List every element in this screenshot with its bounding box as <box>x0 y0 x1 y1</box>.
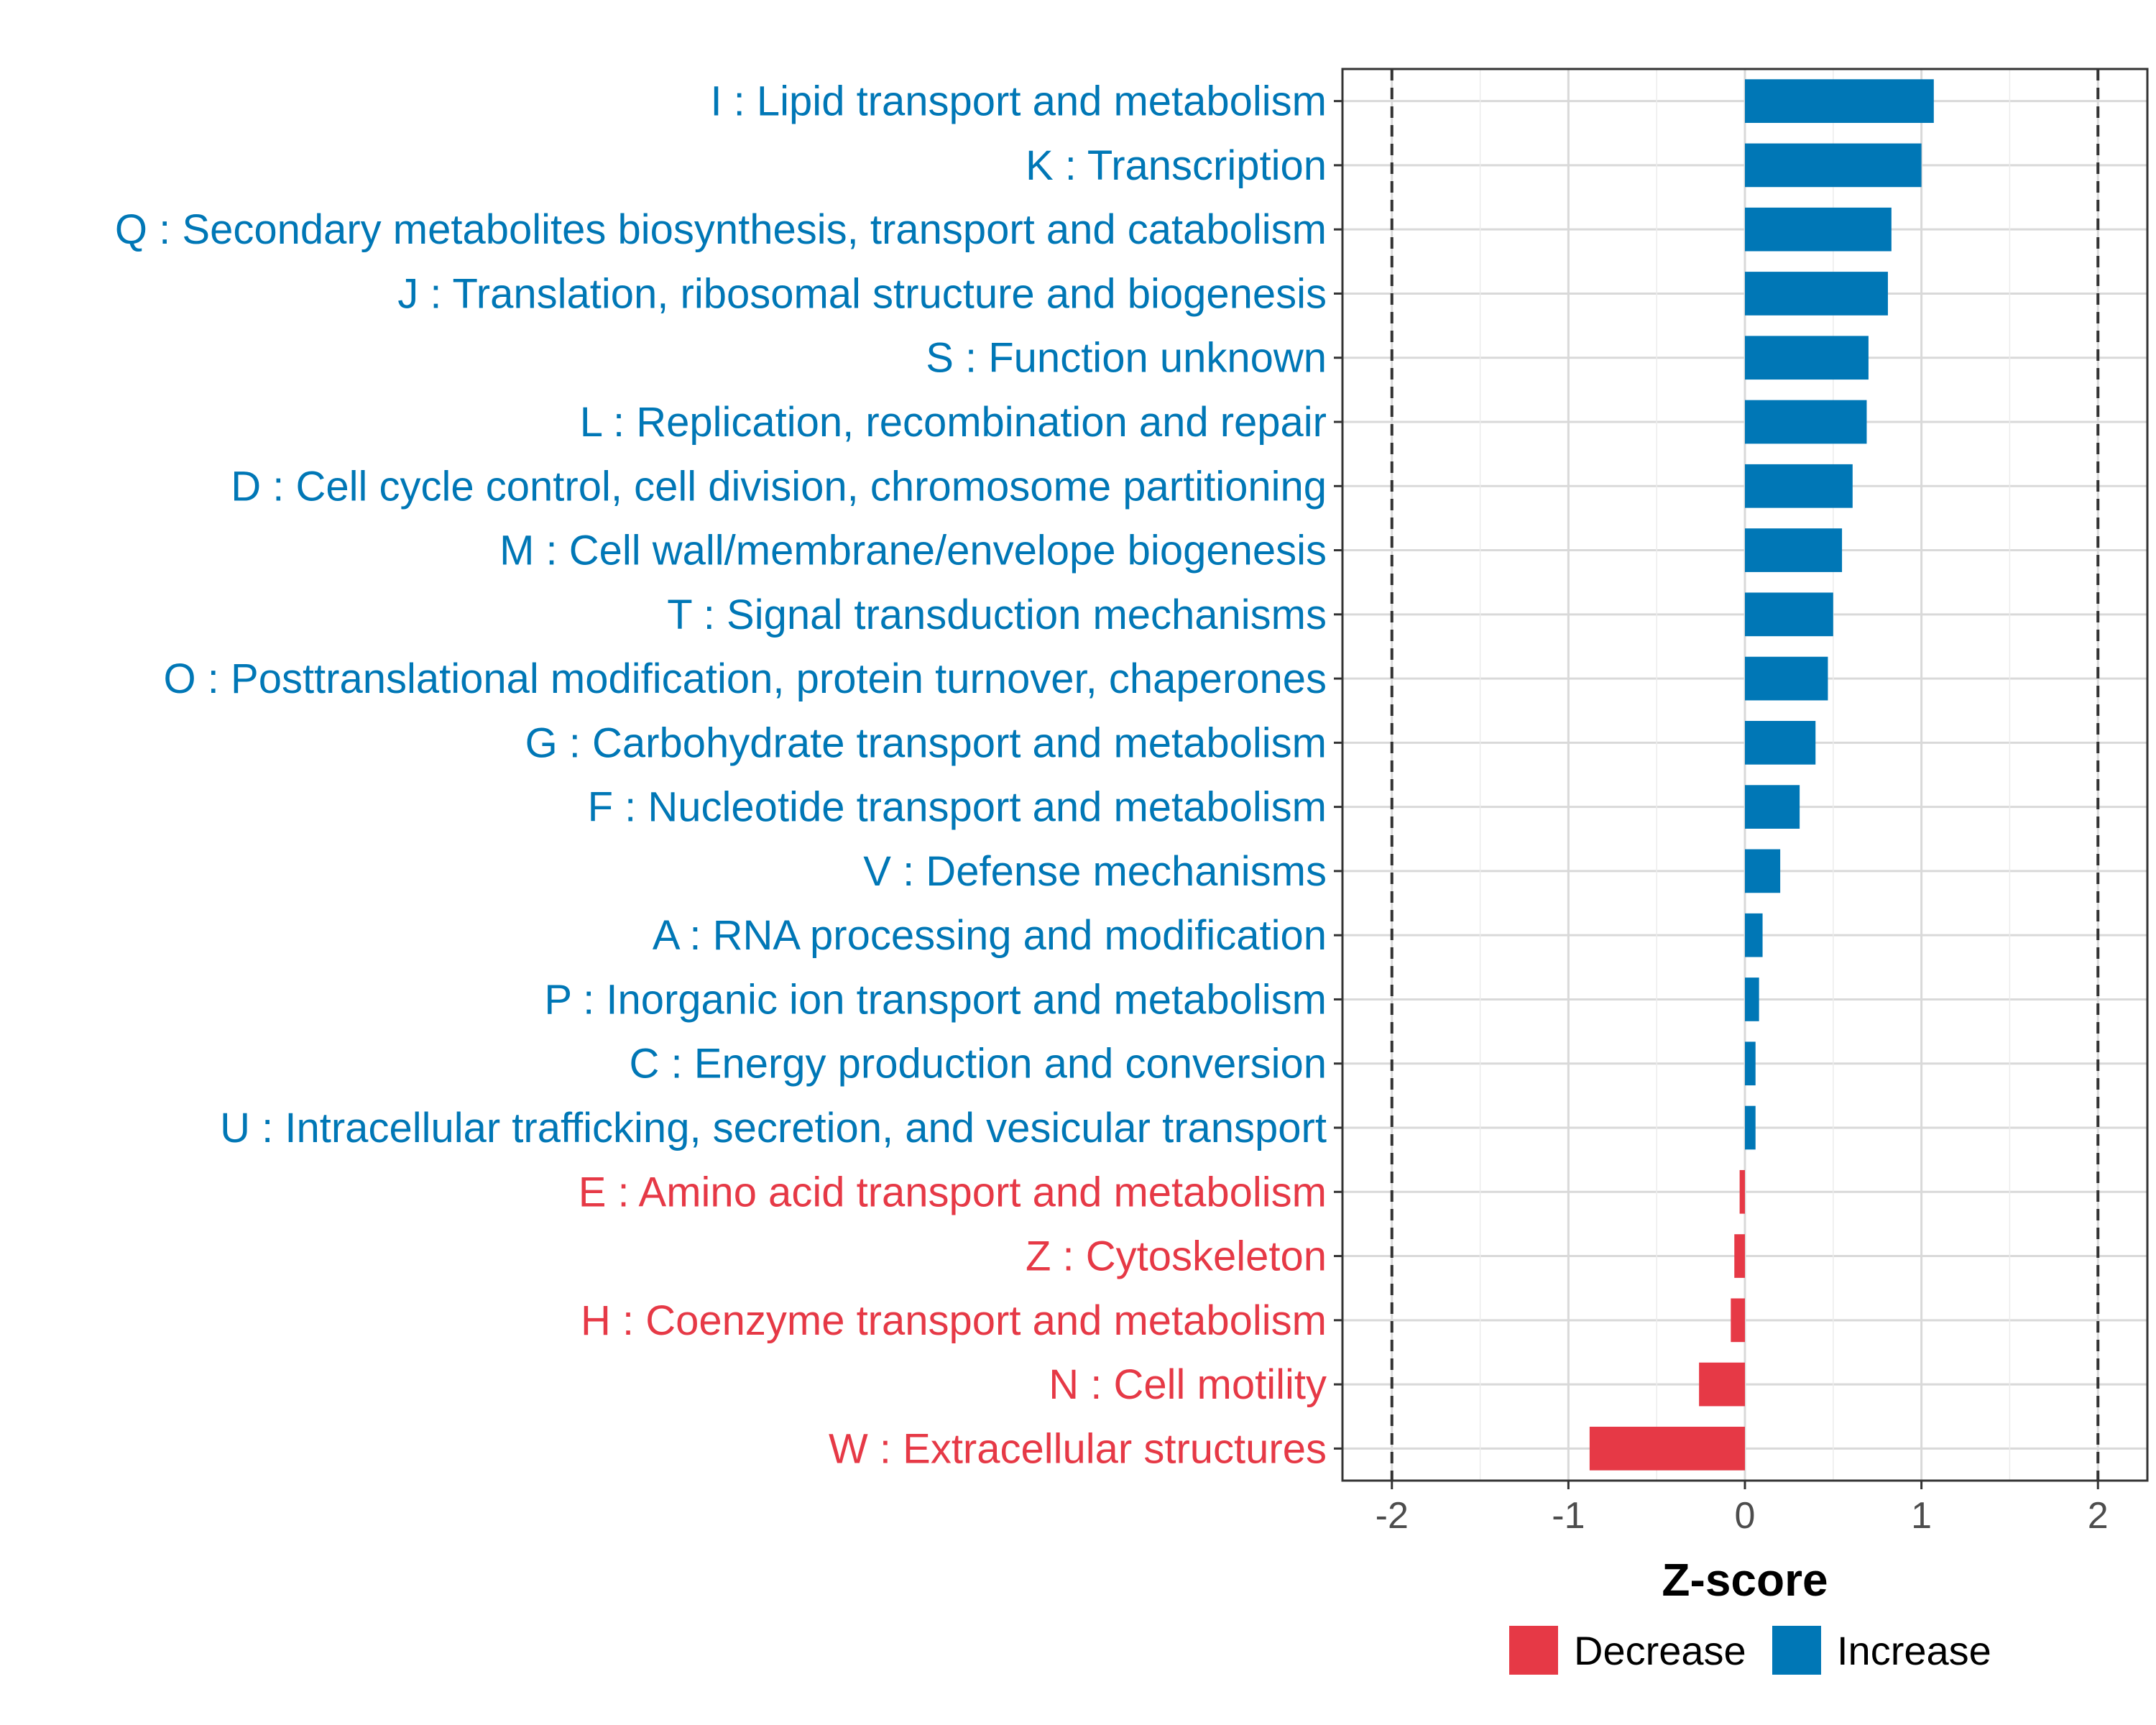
x-tick-label: -1 <box>1552 1495 1585 1537</box>
category-label: L : Replication, recombination and repai… <box>580 399 1327 446</box>
category-label: G : Carbohydrate transport and metabolis… <box>525 719 1327 766</box>
bar-16 <box>1745 1041 1756 1086</box>
category-label: K : Transcription <box>1026 142 1327 189</box>
category-label: C : Energy production and conversion <box>630 1041 1327 1087</box>
category-label: A : RNA processing and modification <box>653 912 1327 959</box>
y-axis: I : Lipid transport and metabolism K : Tr… <box>115 78 1342 1472</box>
bar-22 <box>1589 1427 1745 1471</box>
category-label: E : Amino acid transport and metabolism <box>579 1169 1327 1215</box>
bars <box>1589 79 1934 1471</box>
category-label: V : Defense mechanisms <box>863 848 1327 895</box>
category-label: H : Coenzyme transport and metabolism <box>581 1297 1327 1344</box>
bar-7 <box>1745 464 1853 508</box>
bar-14 <box>1745 913 1763 957</box>
x-tick-label: 0 <box>1735 1495 1756 1537</box>
category-label: D : Cell cycle control, cell division, c… <box>231 463 1327 510</box>
category-label: U : Intracellular trafficking, secretion… <box>220 1105 1327 1151</box>
bar-21 <box>1699 1362 1745 1407</box>
legend: Decrease Increase <box>1509 1626 1991 1675</box>
bar-19 <box>1734 1234 1745 1278</box>
category-label: N : Cell motility <box>1049 1361 1327 1408</box>
category-label: P : Inorganic ion transport and metaboli… <box>544 976 1327 1023</box>
bar-9 <box>1745 592 1833 637</box>
bar-18 <box>1739 1169 1745 1214</box>
category-label: Q : Secondary metabolites biosynthesis, … <box>115 206 1327 253</box>
category-label: Z : Cytoskeleton <box>1026 1233 1327 1280</box>
x-tick-label: -2 <box>1376 1495 1409 1537</box>
bar-2 <box>1745 143 1922 188</box>
category-label: O : Posttranslational modification, prot… <box>164 656 1327 702</box>
legend-label-increase: Increase <box>1837 1628 1991 1673</box>
legend-swatch-increase <box>1772 1626 1821 1675</box>
x-tick-label: 2 <box>2088 1495 2109 1537</box>
bar-6 <box>1745 400 1867 444</box>
bar-5 <box>1745 336 1869 380</box>
category-label: J : Translation, ribosomal structure and… <box>397 270 1327 317</box>
bar-13 <box>1745 849 1781 893</box>
bar-15 <box>1745 978 1759 1021</box>
x-axis-title: Z-score <box>1662 1554 1828 1606</box>
category-label: M : Cell wall/membrane/envelope biogenes… <box>499 528 1327 574</box>
bar-11 <box>1745 721 1816 765</box>
bar-4 <box>1745 272 1888 316</box>
category-label: I : Lipid transport and metabolism <box>710 78 1327 125</box>
category-label: S : Function unknown <box>926 335 1327 382</box>
legend-label-decrease: Decrease <box>1574 1628 1746 1673</box>
bar-17 <box>1745 1105 1756 1150</box>
bar-10 <box>1745 656 1828 701</box>
bar-8 <box>1745 528 1843 572</box>
category-label: W : Extracellular structures <box>829 1425 1327 1472</box>
bar-3 <box>1745 207 1892 252</box>
category-label: F : Nucleotide transport and metabolism <box>588 784 1327 831</box>
bar-20 <box>1731 1298 1745 1343</box>
reference-lines <box>1390 69 2100 1481</box>
category-label: T : Signal transduction mechanisms <box>667 592 1327 638</box>
legend-swatch-decrease <box>1509 1626 1558 1675</box>
bar-12 <box>1745 785 1800 829</box>
x-tick-label: 1 <box>1911 1495 1932 1537</box>
bar-1 <box>1745 79 1934 123</box>
x-axis: -2 -1 0 1 2 <box>1376 1481 2109 1537</box>
